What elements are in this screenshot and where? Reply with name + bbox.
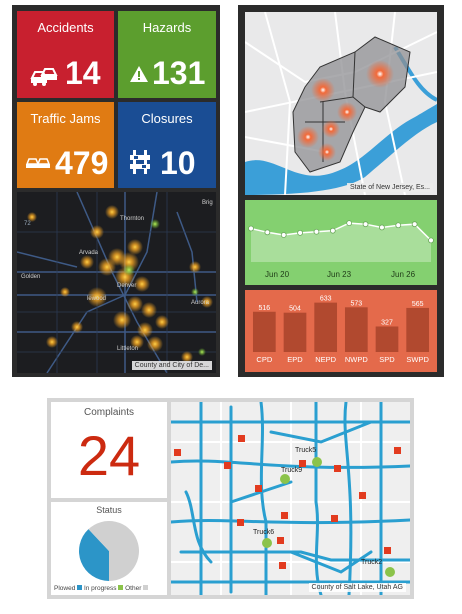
legend-plowed: Plowed <box>54 585 83 592</box>
bar-chart-canvas: 516 CPD 504 EPD 633 NEPD 573 NWPD 327 SPD 565 SWPD <box>252 296 430 364</box>
truck5-label: Truck5 <box>295 447 316 454</box>
status-pie-chart <box>79 521 139 581</box>
line-chart-point[interactable] <box>329 227 336 234</box>
nj-map-canvas <box>245 12 437 195</box>
accidents-count: 14 <box>65 55 101 91</box>
closures-label: Closures <box>141 111 193 126</box>
place-littleton: Littleton <box>117 346 138 352</box>
new-jersey-map[interactable]: State of New Jersey, Es... <box>245 12 437 195</box>
line-chart-area <box>251 223 431 262</box>
place-thornton: Thornton <box>120 216 144 222</box>
x-tick-jun-23: Jun 23 <box>327 270 352 279</box>
complaints-count: 24 <box>77 424 141 487</box>
bar-epd[interactable] <box>283 312 307 352</box>
snowplow-dashboard-panel: Complaints 24 Status Plowed In progress … <box>47 398 414 599</box>
hazards-tile[interactable]: Hazards 131 <box>118 11 216 98</box>
warning-icon <box>130 66 148 82</box>
hazards-count: 131 <box>152 55 206 91</box>
place-golden: Golden <box>21 274 40 280</box>
complaints-label: Complaints <box>83 407 135 418</box>
bar-nwpd[interactable] <box>344 307 368 352</box>
denver-map-attribution: County and City of De... <box>131 361 212 370</box>
incident-hotspots <box>27 205 213 363</box>
status-tile[interactable]: Status Plowed In progress Other <box>51 502 167 595</box>
bar-swpd[interactable] <box>406 307 430 352</box>
car-crash-icon <box>30 68 58 86</box>
denver-map-canvas: Thornton Arvada Golden Denver Aurora lew… <box>17 192 216 373</box>
status-legend: Plowed In progress Other <box>54 585 149 592</box>
place-denver: Denver <box>117 283 136 289</box>
line-chart-point[interactable] <box>428 237 434 244</box>
traffic-jams-count: 479 <box>55 145 109 181</box>
status-title: Status <box>96 505 122 515</box>
place-brighton: Brig <box>202 200 213 206</box>
bar-category-label: SWPD <box>406 355 429 364</box>
pie-slice-other[interactable] <box>88 521 139 581</box>
nj-hotspots <box>297 60 394 161</box>
bar-nepd[interactable] <box>314 302 338 352</box>
bar-category-label: NWPD <box>345 355 368 364</box>
route-marker: 72 <box>24 221 31 227</box>
plow-complaint-markers <box>174 435 401 569</box>
bar-value-label: 573 <box>350 300 362 307</box>
line-chart-canvas <box>248 220 434 262</box>
line-chart-point[interactable] <box>280 232 287 238</box>
trend-line-chart[interactable]: Jun 20 Jun 23 Jun 26 <box>245 200 437 285</box>
bar-value-label: 327 <box>381 319 393 326</box>
salt-lake-plow-map[interactable]: Truck5 Truck9 Truck6 Truck2 County of Sa… <box>171 402 410 595</box>
traffic-jams-tile[interactable]: Traffic Jams 479 <box>17 102 114 188</box>
bar-spd[interactable] <box>375 326 399 352</box>
bar-category-label: CPD <box>256 355 272 364</box>
line-chart-point[interactable] <box>313 228 320 235</box>
bar-category-label: EPD <box>287 355 303 364</box>
pie-slice-plowed[interactable] <box>79 529 109 581</box>
legend-other: Other <box>125 585 149 592</box>
truck9-label: Truck9 <box>281 467 302 474</box>
bar-value-label: 516 <box>258 305 270 312</box>
slc-map-attribution: County of Salt Lake, Utah AG <box>308 583 406 592</box>
x-tick-jun-20: Jun 20 <box>265 270 290 279</box>
bar-value-label: 565 <box>412 301 424 308</box>
slc-map-canvas: Truck5 Truck9 Truck6 Truck2 <box>171 402 410 595</box>
x-tick-jun-26: Jun 26 <box>391 270 416 279</box>
truck-markers <box>262 457 395 577</box>
incident-dashboard-panel: Accidents 14 Hazards 131 Traffic Jams 47… <box>12 5 220 377</box>
truck2-label: Truck2 <box>361 559 382 566</box>
bar-category-label: NEPD <box>315 355 336 364</box>
line-chart-point[interactable] <box>395 222 402 229</box>
accidents-label: Accidents <box>37 20 94 35</box>
nj-map-attribution: State of New Jersey, Es... <box>346 183 433 192</box>
hazards-label: Hazards <box>142 20 192 35</box>
bar-value-label: 504 <box>289 306 301 313</box>
closures-count: 10 <box>160 145 196 181</box>
line-chart-point[interactable] <box>264 229 271 236</box>
bar-category-label: SPD <box>379 355 395 364</box>
line-chart-point[interactable] <box>346 220 353 227</box>
line-chart-point[interactable] <box>362 221 369 228</box>
legend-in-progress: In progress <box>84 585 124 592</box>
place-lakewood: lewood <box>87 296 106 302</box>
denver-traffic-map[interactable]: Thornton Arvada Golden Denver Aurora lew… <box>17 192 216 373</box>
truck6-label: Truck6 <box>253 529 274 536</box>
complaints-tile[interactable]: Complaints 24 <box>51 402 167 498</box>
regional-dashboard-panel: State of New Jersey, Es... Jun 20 Jun 23… <box>238 5 444 377</box>
bar-value-label: 633 <box>320 296 332 303</box>
line-chart-point[interactable] <box>248 225 254 232</box>
traffic-jams-label: Traffic Jams <box>30 111 101 126</box>
place-arvada: Arvada <box>79 250 99 256</box>
line-chart-point[interactable] <box>379 224 385 231</box>
accidents-tile[interactable]: Accidents 14 <box>17 11 114 98</box>
line-chart-point[interactable] <box>297 229 303 236</box>
closures-tile[interactable]: Closures 10 <box>118 102 216 188</box>
place-aurora: Aurora <box>191 300 210 306</box>
district-bar-chart[interactable]: 516 CPD 504 EPD 633 NEPD 573 NWPD 327 SPD 565 SWPD <box>245 290 437 372</box>
road-closure-icon <box>130 150 150 174</box>
traffic-jam-icon <box>25 158 51 168</box>
bar-cpd[interactable] <box>252 311 276 352</box>
line-chart-point[interactable] <box>411 221 418 228</box>
